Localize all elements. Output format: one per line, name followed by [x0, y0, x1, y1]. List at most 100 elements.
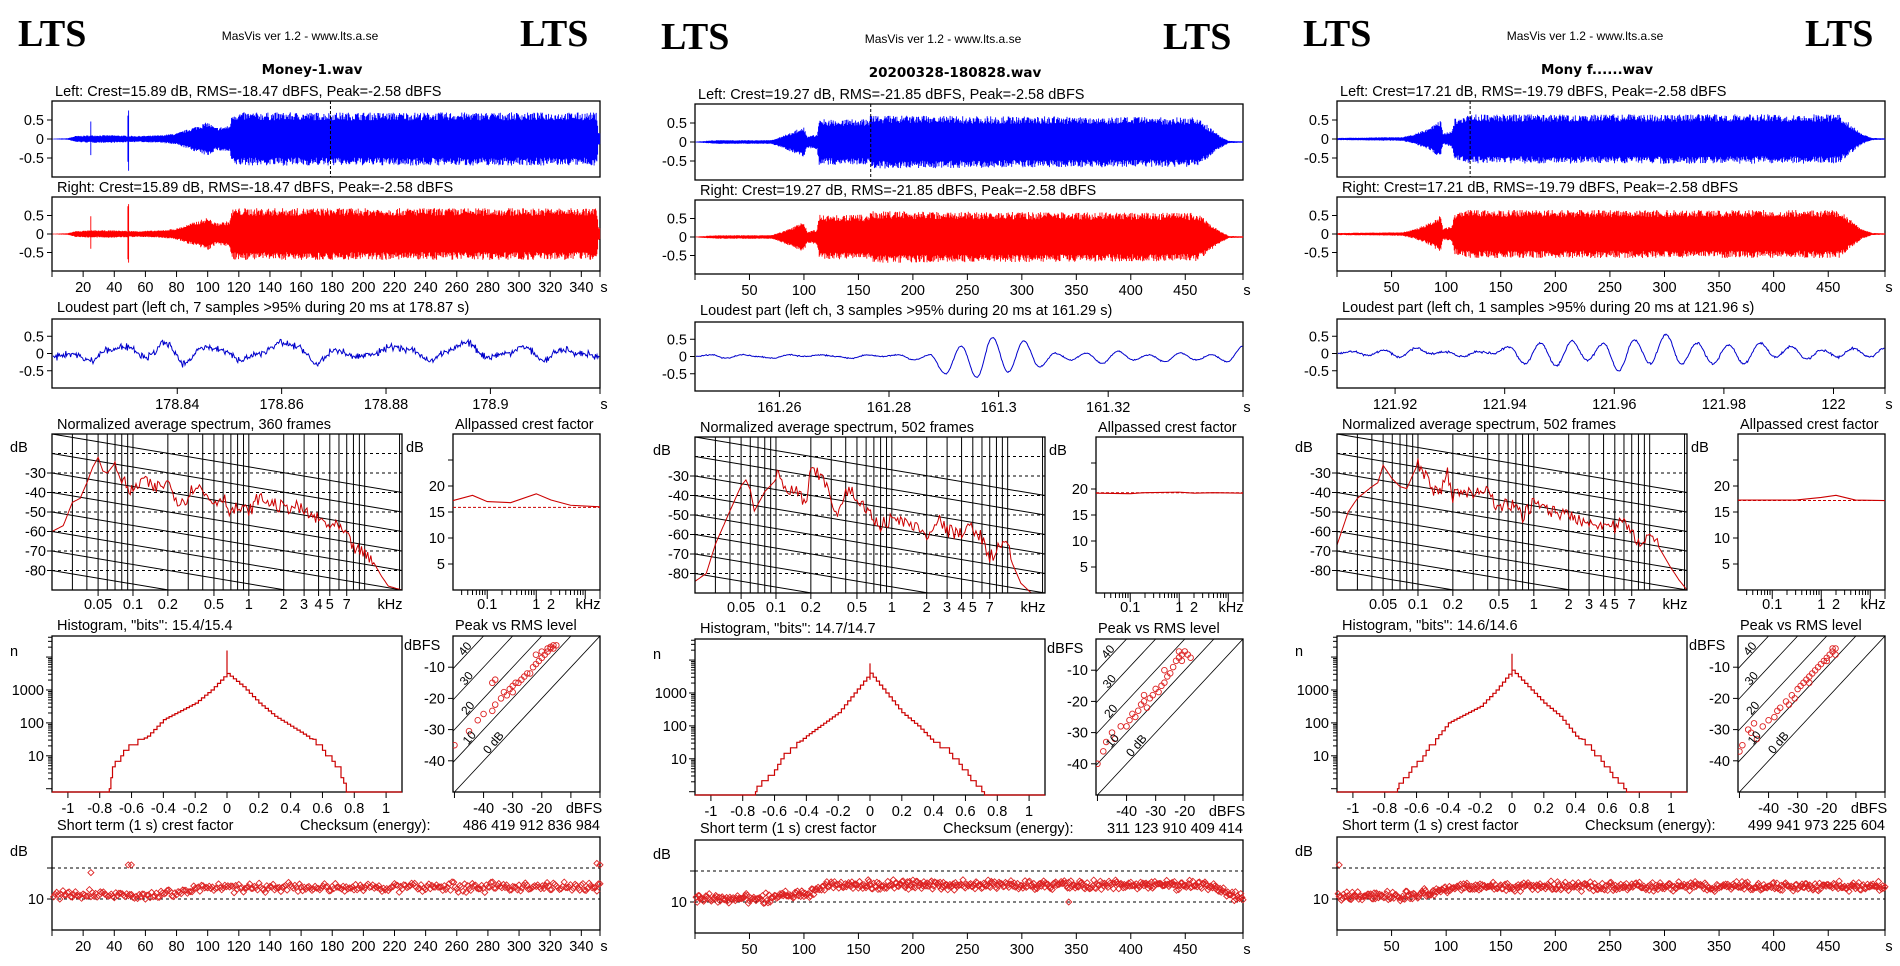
- y-tick-label: 0: [1321, 347, 1329, 363]
- crest-point: [1646, 880, 1654, 889]
- crest-point: [715, 893, 723, 901]
- crest-point: [1369, 895, 1377, 903]
- crest-point: [950, 886, 958, 894]
- y-tick-label: 5: [437, 557, 445, 573]
- peak-rms-plot: [1738, 636, 1885, 792]
- left-waveform-trace: [695, 115, 1244, 169]
- frequency-tick-label: 0.2: [801, 600, 821, 616]
- time-tick-label: 240: [414, 939, 438, 955]
- y-tick-label: 0.5: [1309, 113, 1329, 129]
- crest-point: [264, 884, 273, 893]
- crest-point: [446, 886, 455, 894]
- time-tick-label: 150: [846, 942, 870, 958]
- peak-rms-point: [509, 688, 516, 696]
- crest-point: [1031, 885, 1039, 894]
- time-tick-label: 160: [289, 939, 313, 955]
- slope-reference-line: [695, 437, 1045, 496]
- crest-point: [1556, 882, 1564, 890]
- crest-point: [1073, 883, 1082, 891]
- crest-point: [577, 881, 585, 889]
- crest-point: [1665, 879, 1673, 888]
- peak-rms-point: [1750, 720, 1758, 727]
- crest-point: [506, 886, 514, 894]
- y-tick-label: -60: [25, 525, 46, 541]
- time-tick-label: 50: [741, 942, 757, 958]
- time-tick-label: 161.26: [757, 400, 801, 416]
- crest-point: [322, 883, 330, 891]
- crest-point: [1237, 889, 1245, 898]
- crest-diagonal-line: [453, 636, 600, 792]
- peak-rms-point: [489, 679, 496, 687]
- file-name: Mony f......wav: [1541, 62, 1653, 78]
- time-tick-label: 50: [741, 283, 757, 299]
- crest-point: [762, 889, 770, 897]
- peak-rms-point: [1140, 691, 1148, 699]
- histogram-curve: [695, 663, 1045, 796]
- time-tick-label: 300: [1010, 942, 1034, 958]
- crest-point: [1551, 885, 1559, 893]
- x-unit-label: kHz: [576, 597, 601, 613]
- crest-point: [71, 888, 80, 896]
- crest-point: [1607, 878, 1615, 886]
- peak-rms-point: [532, 651, 540, 658]
- crest-point: [1864, 883, 1873, 891]
- crest-point: [874, 885, 882, 894]
- lts-logo-left: LTS: [1303, 13, 1371, 55]
- peak-rms-point: [1161, 666, 1168, 674]
- amplitude-tick-label: 0.6: [955, 804, 975, 820]
- time-tick-label: 40: [106, 939, 122, 955]
- crest-point: [1483, 882, 1492, 891]
- histogram-curve: [52, 650, 402, 793]
- frequency-tick-label: 0.1: [766, 600, 786, 616]
- crest-diagonal-label: 0 dB: [1765, 729, 1792, 757]
- crest-point: [127, 890, 136, 899]
- peak-rms-point: [1169, 663, 1177, 671]
- spectrum-grid: [52, 434, 402, 590]
- right-channel-stats: Right: Crest=17.21 dB, RMS=-19.79 dBFS, …: [1342, 180, 1738, 196]
- crest-point: [1158, 882, 1167, 890]
- x-unit-label: kHz: [378, 597, 403, 613]
- y-tick-label: 20: [1072, 482, 1088, 498]
- slope-reference-line: [1337, 434, 1687, 493]
- crest-point: [1764, 882, 1772, 890]
- right-waveform-trace: [52, 204, 601, 263]
- crest-point: [1723, 883, 1731, 891]
- checksum-label: Checksum (energy):: [943, 821, 1074, 837]
- crest-point: [356, 881, 364, 889]
- crest-point: [482, 881, 491, 889]
- y-tick-label: 0: [1321, 132, 1329, 148]
- crest-point: [537, 885, 545, 893]
- peak-rms-point: [1123, 723, 1130, 730]
- crest-point: [733, 892, 742, 900]
- amplitude-tick-label: -0.8: [1372, 801, 1397, 817]
- crest-point: [448, 878, 456, 886]
- crest-point: [806, 892, 815, 900]
- y-tick-label: -60: [668, 528, 689, 544]
- y-tick-label: 10: [1714, 531, 1730, 547]
- crest-point: [219, 884, 227, 892]
- frequency-tick-label: 0.5: [847, 600, 867, 616]
- crest-point: [232, 881, 240, 890]
- crest-point: [284, 878, 293, 887]
- crest-point: [53, 888, 61, 896]
- time-tick-label: 340: [569, 939, 593, 955]
- time-tick-label: 280: [476, 280, 500, 296]
- y-tick-label: 15: [1714, 505, 1730, 521]
- crest-diagonal-label: 20: [1101, 701, 1121, 720]
- allpassed-box: [1095, 436, 1244, 594]
- time-tick-label: 200: [901, 942, 925, 958]
- peak-rms-box: [452, 635, 601, 793]
- crest-point: [1616, 885, 1624, 893]
- y-tick-label: 15: [1072, 508, 1088, 524]
- y-tick-label: -10: [1067, 663, 1088, 679]
- crest-point: [124, 892, 132, 900]
- crest-point: [862, 884, 870, 892]
- crest-point: [700, 897, 708, 905]
- frequency-tick-label: 7: [1628, 597, 1636, 613]
- time-tick-label: 300: [507, 939, 531, 955]
- level-tick-label: -40: [473, 801, 494, 817]
- crest-point: [743, 891, 751, 899]
- crest-point: [1238, 893, 1246, 902]
- crest-point: [341, 887, 349, 895]
- time-tick-label: 250: [1598, 939, 1622, 955]
